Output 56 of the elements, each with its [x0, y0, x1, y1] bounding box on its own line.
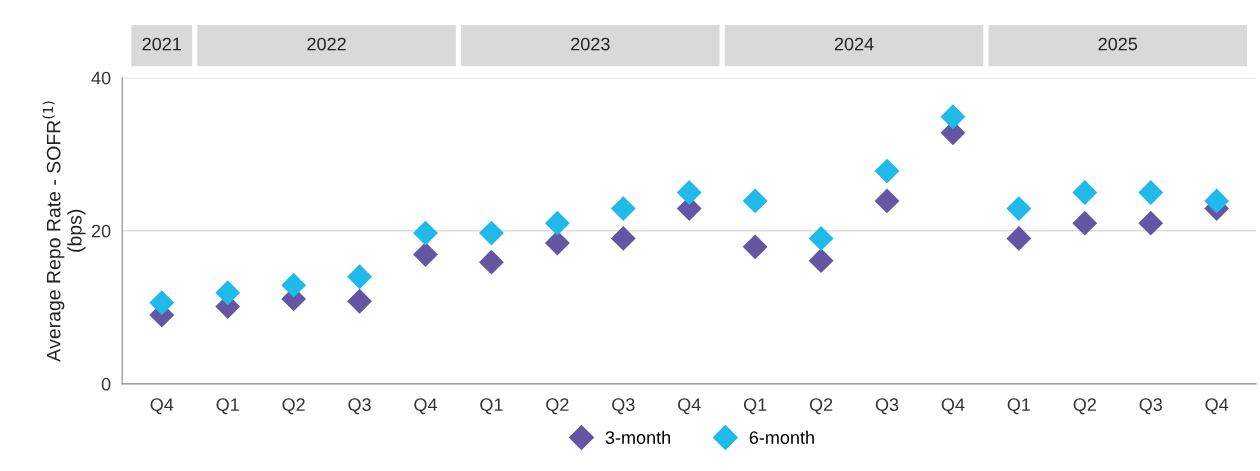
text: 2025	[1098, 37, 1138, 51]
x-tick-label: Q4	[1205, 398, 1229, 415]
text: 2024	[834, 37, 874, 51]
point	[610, 196, 636, 222]
point	[874, 188, 900, 214]
x-tick-label: Q3	[612, 398, 635, 415]
point	[413, 220, 438, 246]
x-tick-label: Q2	[282, 398, 305, 415]
x-tick-label: Q3	[875, 398, 899, 415]
text: Average Repo Rate - SOFR$^{(1)}$ (bps)	[42, 101, 86, 362]
point	[347, 288, 372, 314]
x-tick-label: Q1	[216, 398, 239, 415]
x-tick-label: Q4	[414, 398, 438, 415]
point	[149, 290, 175, 316]
point	[281, 272, 307, 298]
point	[940, 104, 966, 130]
y-tick-label: 0	[101, 377, 111, 391]
legend-label: 3-month	[605, 430, 670, 444]
point	[610, 226, 636, 251]
text: 2023	[571, 37, 610, 51]
x-tick-label: Q4	[678, 398, 701, 415]
x-tick-label: Q2	[809, 398, 833, 415]
point	[544, 210, 570, 236]
x-tick-label: Q4	[941, 398, 965, 415]
point	[742, 234, 768, 260]
point	[544, 230, 570, 256]
point	[413, 242, 438, 267]
point	[742, 188, 768, 214]
x-tick-label: Q1	[480, 398, 503, 415]
x-tick-label: Q1	[1007, 398, 1031, 415]
point	[1072, 210, 1098, 236]
point	[347, 264, 372, 290]
point	[1138, 210, 1164, 236]
point	[808, 226, 834, 251]
x-tick-label: Q3	[1139, 398, 1162, 415]
point	[1204, 188, 1230, 214]
point	[1138, 180, 1164, 205]
y-tick-label: 40	[91, 71, 111, 85]
text: 2022	[307, 37, 346, 51]
point	[808, 248, 834, 274]
point	[479, 249, 504, 275]
point	[479, 220, 504, 246]
legend-label: 6-month	[749, 430, 814, 444]
point	[1006, 226, 1032, 251]
x-tick-label: Q1	[743, 398, 767, 415]
point	[874, 158, 900, 184]
point	[215, 280, 241, 306]
text: 2021	[142, 37, 181, 51]
point	[1006, 196, 1032, 222]
point	[676, 180, 702, 205]
y-tick-label: 20	[91, 224, 111, 238]
x-tick-label: Q2	[1073, 398, 1096, 415]
x-tick-label: Q3	[348, 398, 371, 415]
point	[1072, 180, 1098, 205]
x-tick-label: Q4	[150, 398, 174, 415]
x-tick-label: Q2	[546, 398, 569, 415]
